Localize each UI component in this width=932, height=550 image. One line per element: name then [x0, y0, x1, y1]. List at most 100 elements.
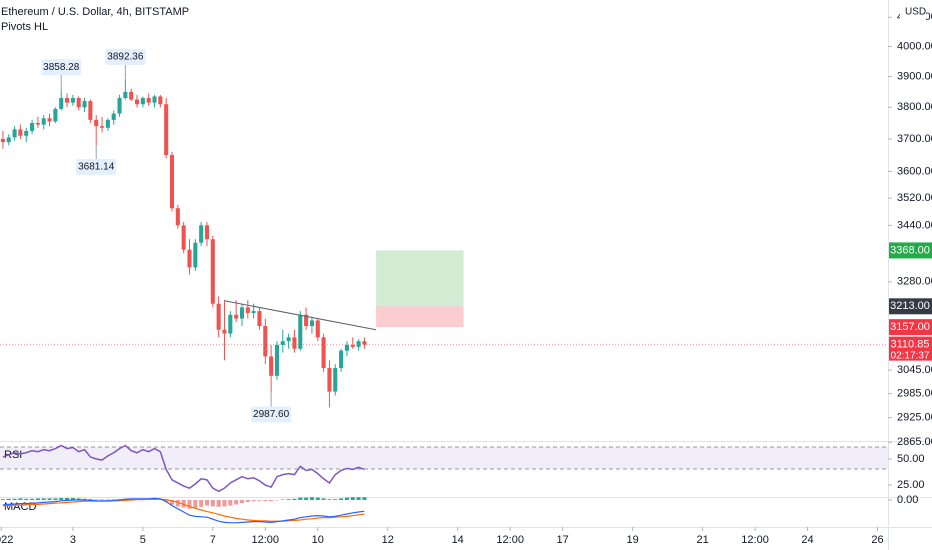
y-tick-label: 3900.00 — [897, 70, 932, 82]
candle-body — [94, 119, 99, 127]
pivot-label: 2987.60 — [253, 409, 290, 420]
x-tick-label: 5 — [140, 534, 146, 546]
y-tick-label: 3600.00 — [897, 165, 932, 177]
pivot-label: 3681.14 — [78, 162, 115, 173]
y-tick-label: 0.00 — [897, 494, 918, 506]
y-tick-label: 3700.00 — [897, 133, 932, 145]
candle-body — [30, 123, 35, 131]
candle-body — [6, 137, 11, 143]
candle-body — [181, 225, 186, 250]
macd-histogram-bar — [257, 500, 262, 501]
candle-body — [169, 155, 175, 209]
x-tick-label: 3 — [70, 534, 76, 546]
candle-body — [210, 239, 215, 304]
macd-histogram-bar — [30, 498, 35, 500]
macd-histogram-bar — [24, 498, 29, 500]
y-tick-label: 3440.00 — [897, 219, 932, 231]
candle-body — [82, 101, 87, 108]
chart-title: Ethereum / U.S. Dollar, 4h, BITSTAMP — [1, 6, 189, 18]
x-tick-label: 17 — [557, 534, 569, 546]
candle-body — [344, 344, 349, 351]
pivot-label: 3892.36 — [107, 51, 144, 62]
candle-body — [280, 341, 285, 345]
macd-histogram-bar — [356, 497, 361, 500]
candle-body — [0, 138, 5, 143]
stop-price-badge-label: 3157.00 — [890, 321, 930, 333]
y-tick-label: 2865.00 — [897, 436, 932, 448]
candle-body — [12, 129, 17, 138]
pivot-box — [251, 406, 292, 423]
trendline — [224, 300, 377, 331]
candle-body — [304, 314, 309, 327]
macd-histogram-bar — [309, 497, 314, 500]
candle-body — [24, 130, 29, 136]
macd-histogram-bar — [0, 499, 5, 500]
indicator-name: Pivots HL — [1, 21, 48, 33]
macd-histogram-bar — [41, 498, 46, 500]
candle-body — [105, 119, 110, 128]
macd-histogram-bar — [228, 500, 233, 506]
candle-body — [245, 307, 250, 313]
candle-body — [321, 337, 326, 369]
macd-histogram-bar — [321, 498, 326, 500]
candle-body — [263, 326, 268, 357]
x-tick-label: 19 — [626, 534, 638, 546]
candle-body — [356, 341, 361, 347]
y-tick-label: 25.00 — [897, 479, 925, 491]
x-tick-label: 24 — [801, 534, 813, 546]
candle-body — [53, 108, 58, 122]
candle-body — [339, 350, 344, 369]
macd-histogram-bar — [263, 500, 268, 502]
candle-body — [88, 101, 93, 120]
currency: USD — [905, 7, 926, 18]
entry-price-badge-label: 3213.00 — [890, 300, 930, 312]
x-tick-label: 21 — [696, 534, 708, 546]
macd-histogram-bar — [59, 498, 64, 500]
macd-histogram-bar — [169, 500, 175, 505]
macd-histogram-bar — [216, 500, 221, 507]
macd-histogram-bar — [344, 497, 349, 500]
candle-body — [292, 337, 297, 349]
macd-histogram-bar — [193, 500, 198, 508]
candle-body — [204, 225, 210, 240]
candle-body — [65, 98, 70, 103]
macd-histogram-bar — [12, 498, 17, 500]
macd-histogram-bar — [65, 498, 70, 500]
y-tick-label: 3800.00 — [897, 101, 932, 113]
last-price-badge-countdown: 02:17:37 — [891, 350, 930, 361]
candle-body — [239, 307, 245, 319]
macd-histogram-bar — [245, 500, 250, 502]
candle-body — [228, 314, 233, 334]
candle-body — [129, 91, 134, 100]
macd-histogram-bar — [292, 498, 297, 500]
position-target-zone — [376, 250, 464, 307]
rsi-band — [0, 447, 888, 469]
candle-body — [222, 329, 227, 334]
macd-histogram-bar — [350, 497, 355, 500]
macd-histogram-bar — [70, 498, 75, 500]
pivot-box — [105, 48, 146, 65]
x-tick-label: 12 — [382, 534, 394, 546]
candle-body — [187, 249, 192, 268]
macd-histogram-bar — [286, 499, 291, 500]
candle-body — [274, 344, 279, 376]
pivot-box — [41, 59, 82, 76]
x-tick-label: 2022 — [0, 534, 13, 546]
entry-price-badge — [889, 298, 932, 315]
candle-body — [350, 344, 355, 347]
macd-histogram-bar — [234, 500, 239, 505]
candle-body — [35, 123, 40, 125]
x-tick-label: 12:00 — [496, 534, 524, 546]
candle-body — [298, 314, 303, 349]
pivot-box — [76, 159, 117, 176]
candle-body — [123, 91, 128, 99]
candle-body — [362, 341, 367, 345]
macd-line — [2, 497, 365, 524]
candle-body — [199, 225, 204, 243]
macd-histogram-bar — [362, 497, 367, 500]
candle-body — [216, 303, 221, 330]
macd-histogram-bar — [53, 498, 58, 500]
target-price-badge-label: 3368.00 — [890, 244, 930, 256]
target-price-badge — [889, 242, 932, 259]
